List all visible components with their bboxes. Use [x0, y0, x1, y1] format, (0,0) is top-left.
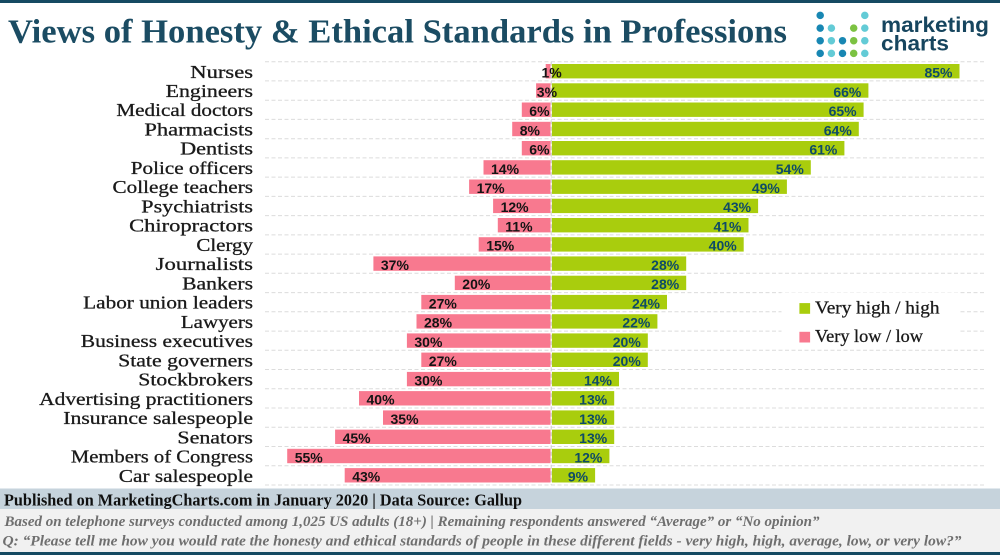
svg-text:17%: 17% — [477, 180, 506, 196]
svg-text:37%: 37% — [381, 257, 410, 273]
svg-text:14%: 14% — [491, 161, 520, 177]
svg-text:43%: 43% — [352, 469, 381, 485]
svg-text:40%: 40% — [367, 392, 396, 408]
svg-text:30%: 30% — [414, 372, 443, 388]
svg-text:Senators: Senators — [177, 427, 253, 447]
svg-text:Views of Honesty & Ethical Sta: Views of Honesty & Ethical Standards in … — [8, 13, 787, 50]
svg-text:27%: 27% — [429, 353, 458, 369]
svg-text:27%: 27% — [429, 295, 458, 311]
svg-text:Car salespeople: Car salespeople — [119, 466, 253, 486]
svg-text:12%: 12% — [574, 449, 603, 465]
svg-text:64%: 64% — [824, 122, 853, 138]
svg-text:Advertising practitioners: Advertising practitioners — [39, 389, 253, 409]
svg-text:State governers: State governers — [118, 350, 253, 370]
svg-text:1%: 1% — [542, 65, 563, 81]
svg-text:66%: 66% — [833, 84, 862, 100]
svg-text:40%: 40% — [709, 238, 738, 254]
svg-text:Bankers: Bankers — [182, 273, 253, 293]
svg-text:28%: 28% — [651, 257, 680, 273]
svg-text:Labor union leaders: Labor union leaders — [83, 293, 253, 313]
svg-text:15%: 15% — [486, 238, 515, 254]
svg-text:55%: 55% — [295, 449, 324, 465]
svg-text:Very low / low: Very low / low — [815, 326, 924, 346]
svg-text:Lawyers: Lawyers — [181, 312, 253, 332]
svg-text:8%: 8% — [520, 122, 541, 138]
svg-text:13%: 13% — [579, 392, 608, 408]
svg-text:Nurses: Nurses — [190, 62, 253, 82]
svg-text:Members of Congress: Members of Congress — [71, 447, 253, 467]
svg-text:61%: 61% — [809, 142, 838, 158]
svg-text:41%: 41% — [713, 219, 742, 235]
svg-text:Psychiatrists: Psychiatrists — [141, 196, 253, 216]
svg-text:Insurance salespeople: Insurance salespeople — [63, 408, 253, 428]
svg-text:Based on telephone surveys con: Based on telephone surveys conducted amo… — [3, 514, 819, 530]
svg-text:13%: 13% — [579, 411, 608, 427]
svg-text:Published on MarketingCharts.c: Published on MarketingCharts.com in Janu… — [4, 491, 522, 510]
svg-text:Police officers: Police officers — [131, 158, 253, 178]
svg-text:Clergy: Clergy — [196, 235, 254, 255]
svg-text:Pharmacists: Pharmacists — [144, 120, 253, 140]
svg-text:65%: 65% — [829, 103, 858, 119]
svg-text:Medical doctors: Medical doctors — [116, 100, 253, 120]
svg-text:43%: 43% — [723, 199, 752, 215]
svg-text:30%: 30% — [414, 334, 443, 350]
svg-text:11%: 11% — [505, 219, 533, 235]
svg-text:marketing: marketing — [881, 14, 989, 37]
svg-text:45%: 45% — [343, 430, 372, 446]
svg-text:Journalists: Journalists — [156, 254, 253, 274]
svg-text:Dentists: Dentists — [180, 139, 253, 159]
svg-text:Engineers: Engineers — [166, 81, 253, 101]
svg-text:49%: 49% — [752, 180, 781, 196]
svg-text:College teachers: College teachers — [113, 177, 254, 197]
svg-text:85%: 85% — [924, 65, 953, 81]
svg-text:20%: 20% — [613, 353, 642, 369]
svg-text:6%: 6% — [529, 142, 550, 158]
svg-text:22%: 22% — [622, 315, 651, 331]
svg-text:9%: 9% — [568, 469, 589, 485]
svg-text:20%: 20% — [613, 334, 642, 350]
svg-text:13%: 13% — [579, 430, 608, 446]
svg-text:28%: 28% — [424, 315, 453, 331]
svg-text:Very high / high: Very high / high — [815, 298, 940, 318]
svg-text:6%: 6% — [529, 103, 550, 119]
svg-text:charts: charts — [881, 33, 949, 56]
svg-text:Stockbrokers: Stockbrokers — [138, 370, 253, 390]
svg-text:Q: “Please tell me how you wou: Q: “Please tell me how you would rate th… — [3, 533, 962, 549]
svg-text:Chiropractors: Chiropractors — [129, 216, 253, 236]
svg-text:35%: 35% — [391, 411, 420, 427]
svg-text:Business executives: Business executives — [81, 331, 253, 351]
svg-text:28%: 28% — [651, 276, 680, 292]
svg-text:14%: 14% — [584, 372, 613, 388]
svg-text:24%: 24% — [632, 295, 661, 311]
svg-text:3%: 3% — [537, 84, 558, 100]
svg-text:20%: 20% — [462, 276, 491, 292]
svg-text:12%: 12% — [501, 199, 530, 215]
svg-text:54%: 54% — [776, 161, 805, 177]
